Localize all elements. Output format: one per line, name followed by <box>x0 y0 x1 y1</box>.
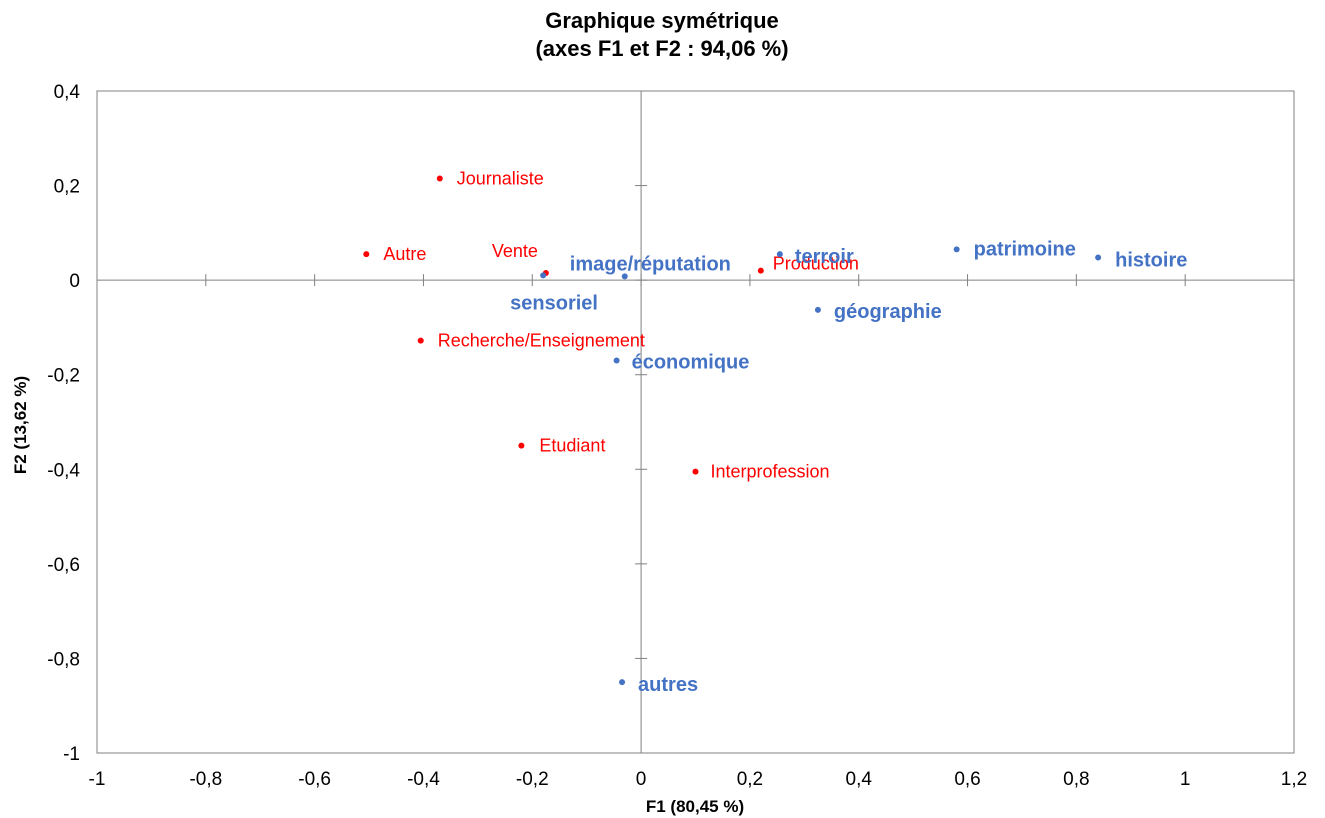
point-label-sensoriel: sensoriel <box>510 292 598 314</box>
x-tick-label: -1 <box>89 769 106 790</box>
y-tick-label: -0,4 <box>47 460 80 481</box>
x-tick-label: 0,2 <box>737 769 763 790</box>
x-tick-label: -0,6 <box>298 769 331 790</box>
point-etudiant <box>518 442 525 449</box>
point-label-recherche-enseignement: Recherche/Enseignement <box>438 331 645 351</box>
point-interprofession <box>692 468 699 475</box>
point-label-autres: autres <box>638 674 698 696</box>
y-tick-label: -0,6 <box>47 555 80 576</box>
x-axis-title: F1 (80,45 %) <box>646 797 744 816</box>
point-conomique <box>613 357 620 364</box>
x-tick-label: 0 <box>636 769 647 790</box>
x-tick-label: -0,8 <box>189 769 222 790</box>
y-tick-label: 0,4 <box>54 82 81 103</box>
x-tick-label: 1,2 <box>1281 769 1307 790</box>
point-label-patrimoine: patrimoine <box>974 238 1076 260</box>
point-autre <box>363 251 370 258</box>
data-points: Journaliste Autre Vente Production Recherche… <box>363 168 1187 696</box>
point-label-g-ographie: géographie <box>834 301 942 323</box>
point-label-vente: Vente <box>492 241 538 261</box>
point-g-ographie <box>814 306 821 313</box>
y-tick-label: -0,8 <box>47 649 80 670</box>
tick-labels: -1 -0,8 -0,6 -0,4 -0,2 0 0,2 0,4 0,6 0,8 1 1,2 -1 -0,… <box>47 82 1307 790</box>
point-histoire <box>1095 254 1102 261</box>
point-label-terroir: terroir <box>795 246 854 268</box>
point-journaliste <box>436 175 443 182</box>
point-autres <box>619 679 626 686</box>
x-tick-label: 0,4 <box>846 769 873 790</box>
chart-subtitle: (axes F1 et F2 : 94,06 %) <box>535 36 788 61</box>
y-tick-label: -1 <box>63 744 80 765</box>
point-label-interprofession: Interprofession <box>711 462 830 482</box>
point-label-journaliste: Journaliste <box>457 168 544 188</box>
point-label-autre: Autre <box>383 244 426 264</box>
point-image-r-putation <box>621 273 628 280</box>
y-tick-label: 0,2 <box>54 177 80 198</box>
point-label-production: Production <box>773 254 859 274</box>
point-label-histoire: histoire <box>1115 249 1187 271</box>
point-label-image-r-putation: image/réputation <box>570 253 731 275</box>
point-production <box>757 267 764 274</box>
x-tick-label: -0,2 <box>516 769 549 790</box>
plot-area <box>96 90 1295 754</box>
x-tick-label: 1 <box>1180 769 1191 790</box>
axes <box>96 90 1295 754</box>
y-tick-label: -0,2 <box>47 366 80 387</box>
point-sensoriel <box>540 272 547 279</box>
point-patrimoine <box>953 246 960 253</box>
x-tick-label: 0,6 <box>954 769 980 790</box>
point-label-conomique: économique <box>632 352 750 374</box>
chart-title: Graphique symétrique <box>545 8 779 33</box>
y-tick-label: 0 <box>69 271 80 292</box>
point-recherche-enseignement <box>417 337 424 344</box>
point-label-etudiant: Etudiant <box>539 436 605 456</box>
x-tick-label: -0,4 <box>407 769 440 790</box>
x-tick-label: 0,8 <box>1063 769 1089 790</box>
point-terroir <box>776 251 783 258</box>
y-axis-title: F2 (13,62 %) <box>11 376 30 474</box>
